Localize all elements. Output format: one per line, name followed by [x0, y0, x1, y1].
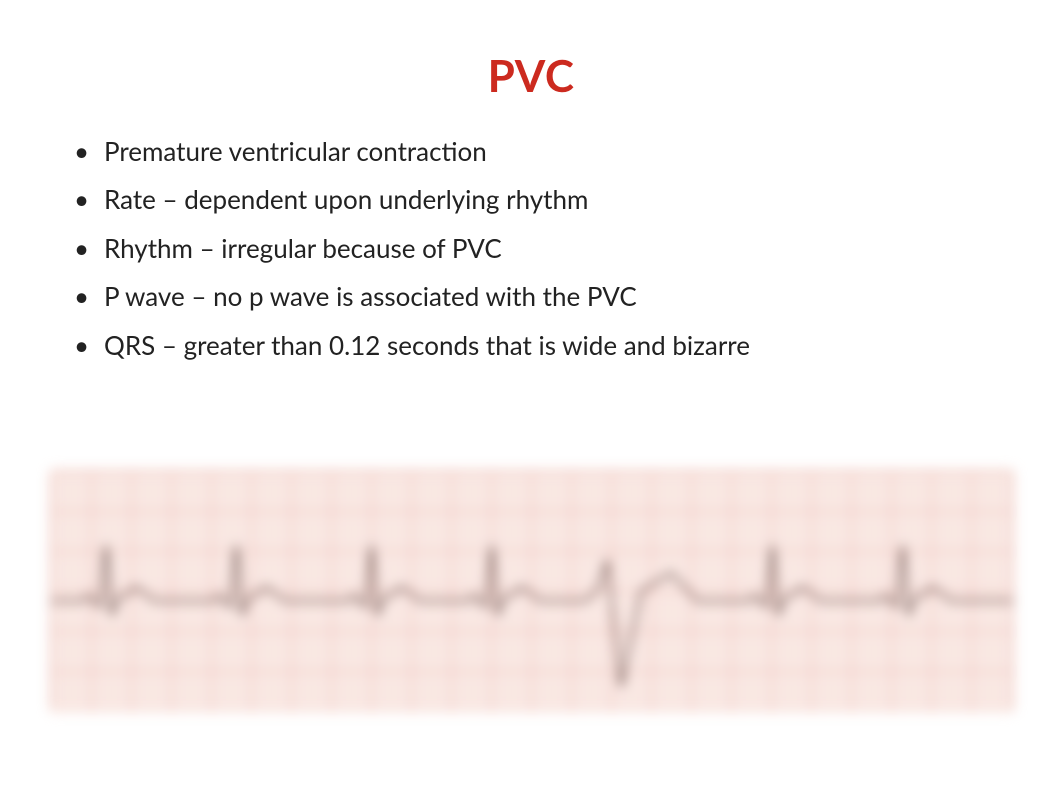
ecg-trace	[51, 471, 1013, 711]
list-item: QRS – greater than 0.12 seconds that is …	[70, 326, 1002, 364]
ecg-strip-image	[50, 470, 1012, 710]
bullet-list: Premature ventricular contraction Rate –…	[60, 132, 1002, 364]
list-item: Premature ventricular contraction	[70, 132, 1002, 170]
list-item: P wave – no p wave is associated with th…	[70, 277, 1002, 315]
list-item: Rhythm – irregular because of PVC	[70, 229, 1002, 267]
slide: PVC Premature ventricular contraction Ra…	[0, 0, 1062, 797]
list-item: Rate – dependent upon underlying rhythm	[70, 180, 1002, 218]
slide-title: PVC	[60, 50, 1002, 102]
